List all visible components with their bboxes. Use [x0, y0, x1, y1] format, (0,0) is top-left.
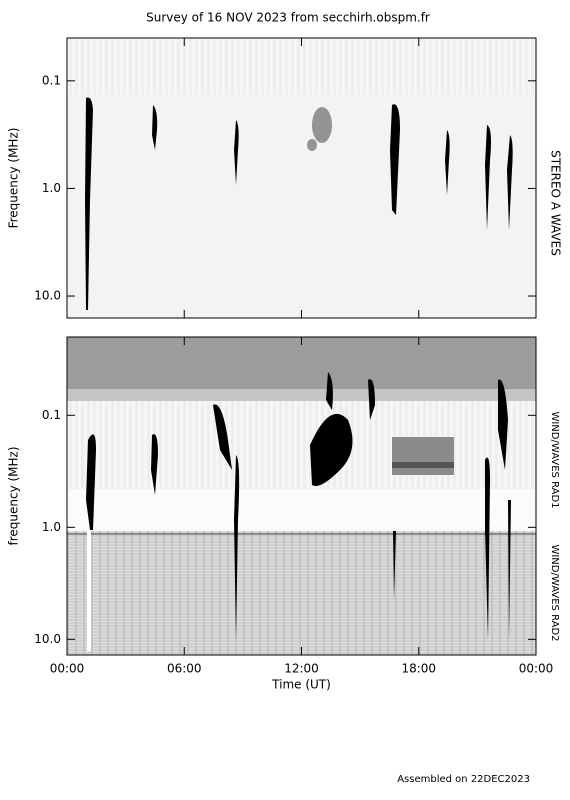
x-tick-label: 00:00	[519, 662, 554, 676]
x-axis-label: Time (UT)	[271, 678, 331, 692]
y-tick-label: 10.0	[34, 289, 61, 303]
panel-label: WIND/WAVES RAD1	[549, 411, 560, 508]
y-tick-label: 1.0	[42, 181, 61, 195]
y-tick-label: 0.1	[42, 73, 61, 87]
spectrogram-image	[67, 38, 536, 318]
y-tick-label: 0.1	[42, 408, 61, 422]
title: Survey of 16 NOV 2023 from secchirh.obsp…	[146, 11, 430, 25]
x-tick-label: 12:00	[284, 662, 319, 676]
x-tick-label: 06:00	[167, 662, 202, 676]
panel-label: STEREO A WAVES	[549, 150, 563, 256]
x-tick-label: 00:00	[50, 662, 85, 676]
y-tick-label: 10.0	[34, 632, 61, 646]
x-tick-label: 18:00	[401, 662, 436, 676]
y-tick-label: 1.0	[42, 520, 61, 534]
y-axis-label: frequency (MHz)	[7, 446, 21, 545]
spectrogram-image	[67, 337, 536, 655]
panel-label: WIND/WAVES RAD2	[549, 544, 560, 641]
footer: Assembled on 22DEC2023	[397, 774, 530, 785]
y-axis-label: Frequency (MHz)	[7, 128, 21, 229]
